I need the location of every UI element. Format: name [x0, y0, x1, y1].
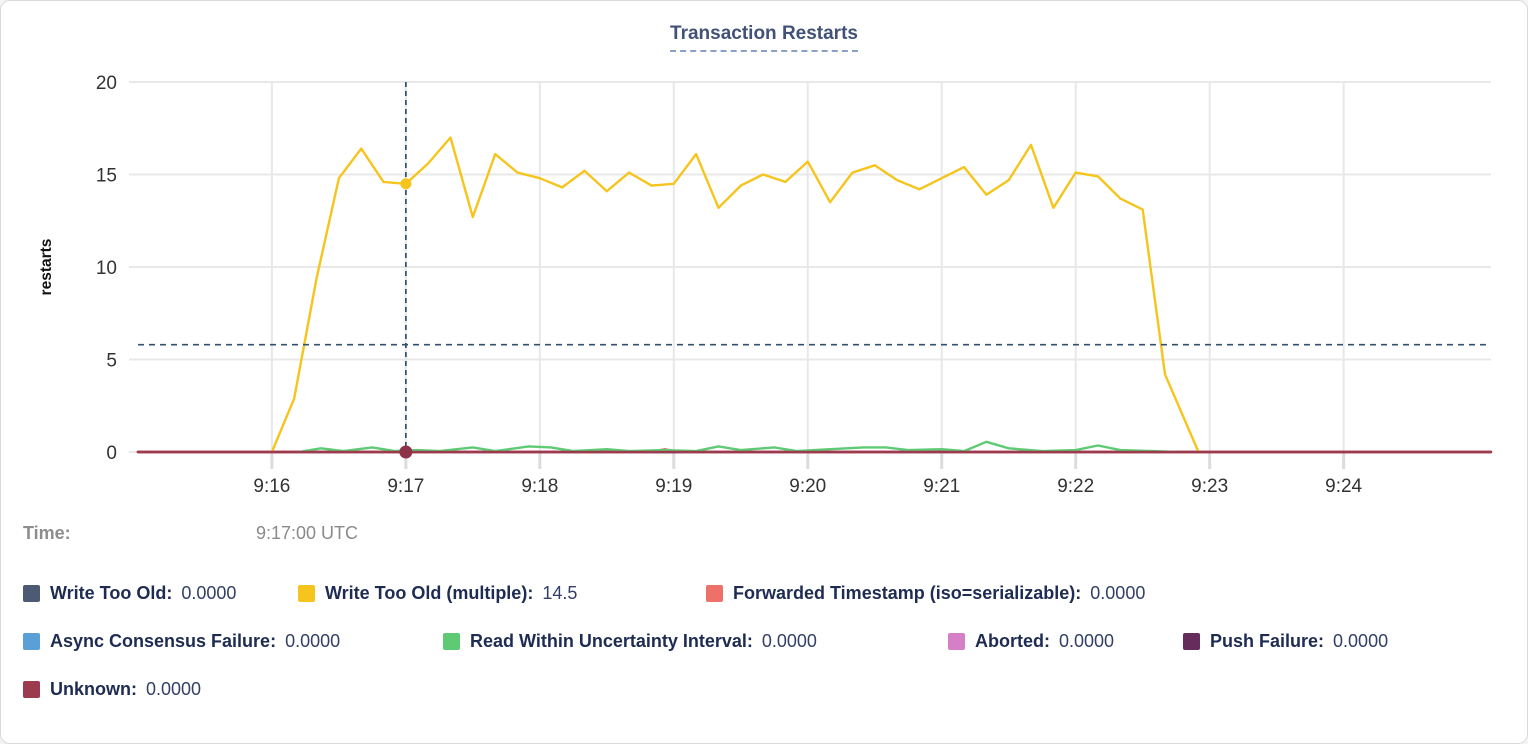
tooltip-time-row: Time: 9:17:00 UTC [23, 521, 1527, 545]
legend-item-forwarded-timestamp: Forwarded Timestamp (iso=serializable): … [706, 583, 1145, 604]
legend-value: 14.5 [542, 582, 578, 603]
hover-tooltip: Time: 9:17:00 UTC Write Too Old: 0.0000 … [1, 521, 1527, 701]
legend-item-write-too-old: Write Too Old: 0.0000 [23, 583, 298, 604]
legend-swatch-write-too-old-multiple [298, 584, 315, 602]
legend-swatch-forwarded-timestamp [706, 584, 723, 602]
tooltip-time-label: Time: [23, 522, 71, 543]
legend-value: 0.0000 [146, 678, 202, 699]
legend-label: Push Failure: [1210, 630, 1325, 651]
y-axis-title: restarts [38, 239, 55, 296]
svg-text:9:22: 9:22 [1057, 476, 1094, 497]
legend-item-unknown: Unknown: 0.0000 [23, 679, 201, 700]
legend-value: 0.0000 [761, 630, 817, 651]
legend-label: Async Consensus Failure: [50, 630, 277, 651]
legend-row-1: Write Too Old: 0.0000 Write Too Old (mul… [23, 581, 1527, 605]
svg-text:15: 15 [96, 166, 117, 187]
legend-label: Unknown: [50, 678, 137, 699]
legend-swatch-read-within-uncertainty [443, 632, 460, 650]
svg-text:20: 20 [96, 73, 117, 94]
legend-value: 0.0000 [1090, 582, 1146, 603]
legend-swatch-aborted [948, 632, 965, 650]
crosshair [138, 82, 1491, 460]
svg-text:9:23: 9:23 [1191, 476, 1228, 497]
legend-label: Write Too Old: [50, 582, 173, 603]
svg-text:10: 10 [96, 258, 117, 279]
svg-text:9:21: 9:21 [923, 476, 960, 497]
svg-text:0: 0 [106, 443, 117, 464]
legend-value: 0.0000 [1333, 630, 1389, 651]
legend-item-read-within-uncertainty: Read Within Uncertainty Interval: 0.0000 [443, 631, 948, 652]
chart-title[interactable]: Transaction Restarts [670, 23, 858, 52]
legend-item-async-consensus-failure: Async Consensus Failure: 0.0000 [23, 631, 443, 652]
legend-swatch-unknown [23, 680, 40, 698]
legend-row-2: Async Consensus Failure: 0.0000 Read Wit… [23, 629, 1527, 653]
legend-swatch-push-failure [1183, 632, 1200, 650]
transaction-restarts-chart[interactable]: 9:16 9:17 9:18 9:19 9:20 9:21 9:22 9:23 9:24 0 5 10… [1, 1, 1528, 513]
legend-item-write-too-old-multiple: Write Too Old (multiple): 14.5 [298, 583, 706, 604]
chart-title-wrap: Transaction Restarts [1, 23, 1527, 52]
gridlines [129, 81, 1491, 469]
legend-label: Write Too Old (multiple): [325, 582, 534, 603]
legend-value: 0.0000 [1059, 630, 1115, 651]
svg-text:9:16: 9:16 [253, 476, 290, 497]
axis-labels: 9:16 9:17 9:18 9:19 9:20 9:21 9:22 9:23 9:24 0 5 10… [38, 73, 1363, 497]
svg-text:9:20: 9:20 [789, 476, 826, 497]
svg-text:9:17: 9:17 [387, 476, 424, 497]
legend-item-push-failure: Push Failure: 0.0000 [1183, 631, 1388, 652]
svg-text:5: 5 [106, 351, 117, 372]
legend-item-aborted: Aborted: 0.0000 [948, 631, 1183, 652]
legend-label: Aborted: [975, 630, 1050, 651]
legend-value: 0.0000 [285, 630, 341, 651]
legend-label: Read Within Uncertainty Interval: [470, 630, 753, 651]
svg-text:9:19: 9:19 [655, 476, 692, 497]
legend-swatch-async-consensus-failure [23, 632, 40, 650]
tooltip-time-value: 9:17:00 UTC [256, 522, 359, 543]
legend-value: 0.0000 [181, 582, 237, 603]
svg-text:9:24: 9:24 [1325, 476, 1362, 497]
series-lines [136, 136, 1493, 454]
svg-text:9:18: 9:18 [521, 476, 558, 497]
legend-label: Forwarded Timestamp (iso=serializable): [733, 582, 1082, 603]
legend-row-3: Unknown: 0.0000 [23, 677, 1527, 701]
legend-swatch-write-too-old [23, 584, 40, 602]
